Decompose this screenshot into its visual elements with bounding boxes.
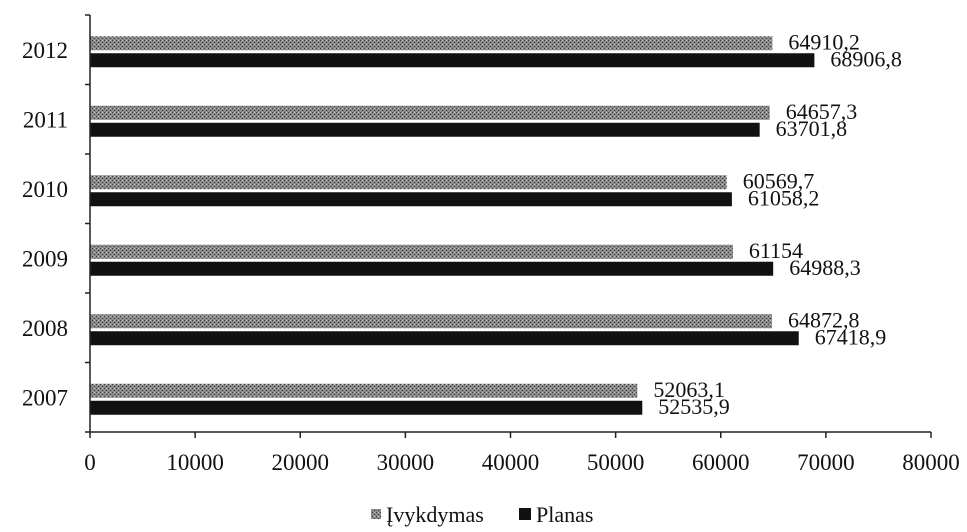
data-label-planas-2007: 52535,9 xyxy=(658,394,730,419)
x-tick-label-80000: 80000 xyxy=(902,450,960,475)
legend-label-planas: Planas xyxy=(536,502,593,527)
bar-planas-2008 xyxy=(90,331,799,346)
x-tick-label-30000: 30000 xyxy=(377,450,435,475)
data-label-ivykdymas-2007: 52063,1 xyxy=(653,377,725,402)
bar-planas-2009 xyxy=(90,261,774,276)
data-label-ivykdymas-2011: 64657,3 xyxy=(786,99,858,124)
data-label-planas-2011: 63701,8 xyxy=(776,116,848,141)
bar-ivykdymas-2009 xyxy=(90,244,733,259)
y-tick-label-2010: 2010 xyxy=(22,177,68,202)
data-label-ivykdymas-2009: 61154 xyxy=(749,238,803,263)
legend: Įvykdymas Planas xyxy=(371,502,593,527)
bar-ivykdymas-2008 xyxy=(90,314,772,329)
x-tick-label-40000: 40000 xyxy=(482,450,540,475)
x-tick-label-0: 0 xyxy=(84,450,96,475)
x-tick-label-70000: 70000 xyxy=(797,450,855,475)
data-label-planas-2008: 67418,9 xyxy=(815,324,887,349)
bar-planas-2010 xyxy=(90,192,732,207)
x-tick-label-60000: 60000 xyxy=(692,450,750,475)
axes-layer: 2007 2008 2009 2010 2011 2012 0 10000 20000 30000… xyxy=(22,14,960,475)
bar-planas-2012 xyxy=(90,53,815,68)
x-tick-label-20000: 20000 xyxy=(272,450,330,475)
bar-ivykdymas-2011 xyxy=(90,105,770,120)
legend-label-ivykdymas: Įvykdymas xyxy=(386,502,484,527)
x-tick-label-10000: 10000 xyxy=(166,450,224,475)
data-label-planas-2009: 64988,3 xyxy=(789,255,861,280)
bar-planas-2011 xyxy=(90,122,760,137)
data-label-ivykdymas-2010: 60569,7 xyxy=(743,168,815,193)
data-label-planas-2012: 68906,8 xyxy=(830,46,902,71)
bar-planas-2007 xyxy=(90,400,643,415)
bar-ivykdymas-2007 xyxy=(90,383,638,398)
data-label-planas-2010: 61058,2 xyxy=(748,185,820,210)
bar-ivykdymas-2012 xyxy=(90,36,773,51)
x-tick-label-50000: 50000 xyxy=(587,450,645,475)
data-label-ivykdymas-2008: 64872,8 xyxy=(788,307,860,332)
legend-swatch-planas xyxy=(519,508,531,520)
bar-ivykdymas-2010 xyxy=(90,175,727,190)
y-tick-label-2012: 2012 xyxy=(22,38,68,63)
legend-swatch-ivykdymas xyxy=(371,509,381,519)
y-tick-label-2008: 2008 xyxy=(22,316,68,341)
y-tick-label-2009: 2009 xyxy=(22,246,68,271)
y-tick-label-2007: 2007 xyxy=(22,385,68,410)
y-tick-label-2011: 2011 xyxy=(23,107,68,132)
data-label-ivykdymas-2012: 64910,2 xyxy=(788,29,860,54)
